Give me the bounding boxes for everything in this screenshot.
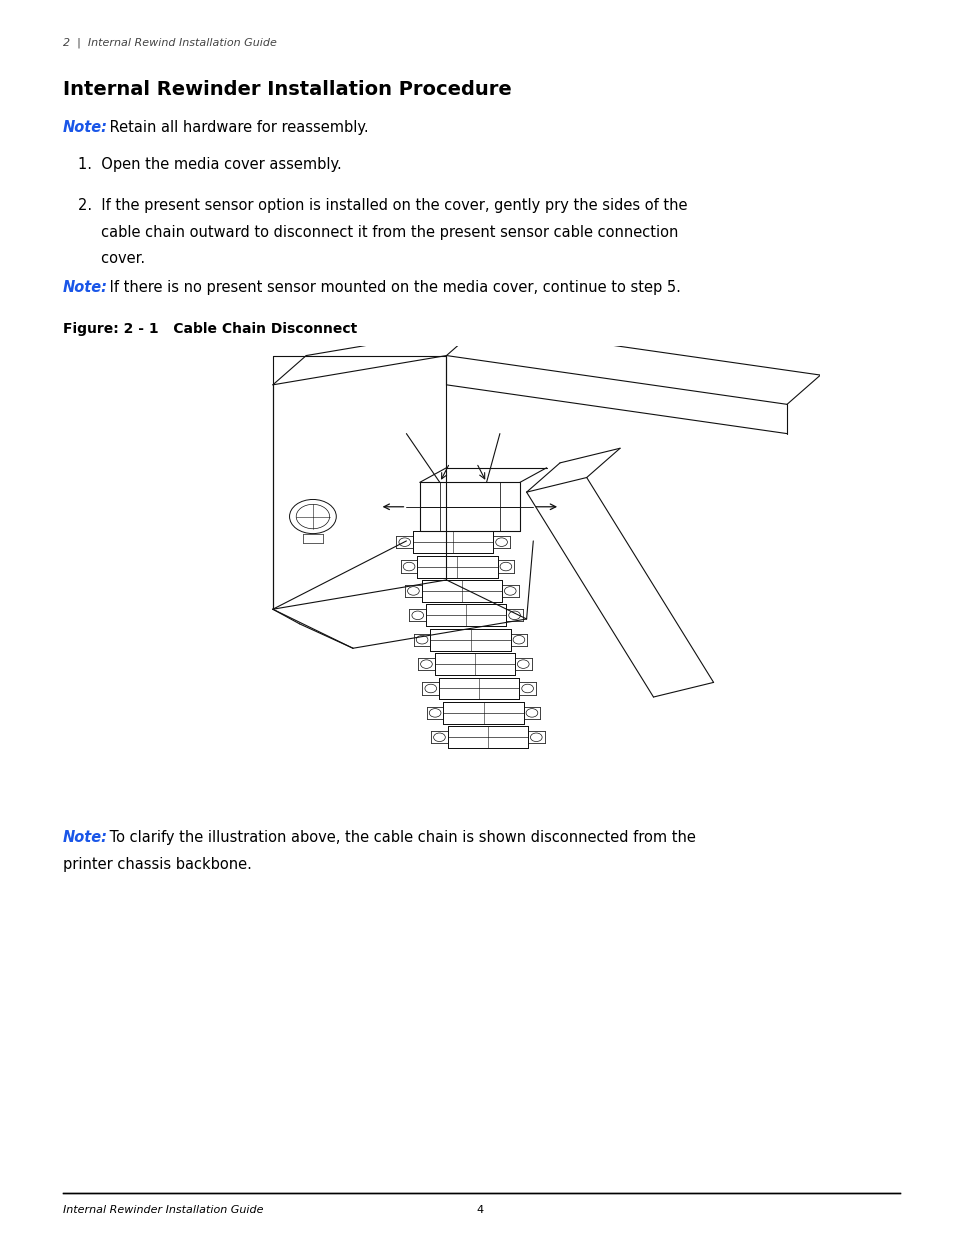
Text: cable chain outward to disconnect it from the present sensor cable connection: cable chain outward to disconnect it fro… (78, 225, 678, 240)
Text: Note:: Note: (63, 120, 108, 135)
Text: Retain all hardware for reassembly.: Retain all hardware for reassembly. (105, 120, 368, 135)
Text: 2  |  Internal Rewind Installation Guide: 2 | Internal Rewind Installation Guide (63, 37, 276, 47)
Text: Note:: Note: (63, 280, 108, 295)
Text: If there is no present sensor mounted on the media cover, continue to step 5.: If there is no present sensor mounted on… (105, 280, 680, 295)
Text: 4: 4 (476, 1205, 483, 1215)
Text: To clarify the illustration above, the cable chain is shown disconnected from th: To clarify the illustration above, the c… (105, 830, 695, 845)
Text: 1.  Open the media cover assembly.: 1. Open the media cover assembly. (78, 157, 341, 172)
Text: Internal Rewinder Installation Procedure: Internal Rewinder Installation Procedure (63, 80, 511, 99)
Text: Figure: 2 - 1   Cable Chain Disconnect: Figure: 2 - 1 Cable Chain Disconnect (63, 322, 356, 336)
Text: printer chassis backbone.: printer chassis backbone. (63, 857, 252, 872)
Text: cover.: cover. (78, 251, 145, 266)
Text: Internal Rewinder Installation Guide: Internal Rewinder Installation Guide (63, 1205, 263, 1215)
Text: Note:: Note: (63, 830, 108, 845)
Text: 2.  If the present sensor option is installed on the cover, gently pry the sides: 2. If the present sensor option is insta… (78, 198, 687, 212)
